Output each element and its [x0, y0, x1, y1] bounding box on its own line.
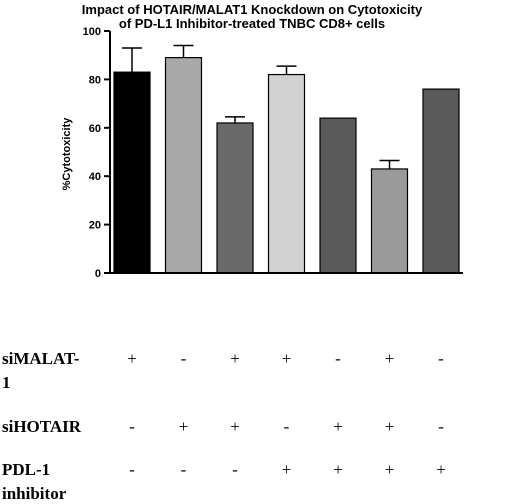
condition-sign: - [438, 349, 444, 368]
bar [113, 71, 151, 274]
condition-sign: + [436, 460, 446, 479]
condition-sign: + [385, 460, 395, 479]
y-tick-label: 100 [83, 26, 101, 38]
condition-sign: + [127, 349, 137, 368]
condition-sign: + [179, 417, 189, 436]
y-tick-label: 80 [89, 74, 101, 86]
condition-sign: + [230, 349, 240, 368]
condition-sign: + [282, 460, 292, 479]
condition-sign: - [438, 417, 444, 436]
condition-label: siMALAT- [2, 349, 80, 368]
condition-label: PDL-1 [2, 460, 50, 479]
bar [216, 122, 254, 274]
condition-sign: - [181, 349, 187, 368]
condition-label: inhibitor [2, 484, 67, 503]
bar [422, 88, 460, 274]
condition-sign: - [181, 460, 187, 479]
y-tick-label: 40 [89, 171, 101, 183]
condition-sign: - [232, 460, 238, 479]
condition-sign: - [129, 460, 135, 479]
bar [164, 57, 203, 274]
chart-title-line: of PD-L1 Inhibitor-treated TNBC CD8+ cel… [119, 16, 385, 31]
condition-sign: + [333, 460, 343, 479]
condition-label: 1 [2, 373, 11, 392]
y-tick-label: 60 [89, 123, 101, 135]
condition-sign: + [385, 349, 395, 368]
chart-title-line: Impact of HOTAIR/MALAT1 Knockdown on Cyt… [82, 2, 423, 17]
y-tick-label: 20 [89, 220, 101, 232]
y-tick-label: 0 [95, 268, 101, 280]
bar [267, 73, 306, 274]
condition-sign: - [129, 417, 135, 436]
bar [370, 168, 409, 274]
condition-sign: + [333, 417, 343, 436]
condition-sign: + [230, 417, 240, 436]
bar [319, 117, 357, 274]
condition-sign: + [282, 349, 292, 368]
y-axis-label: %Cytotoxicity [61, 117, 73, 191]
condition-label: siHOTAIR [2, 417, 82, 436]
condition-sign: - [284, 417, 290, 436]
condition-sign: - [335, 349, 341, 368]
condition-sign: + [385, 417, 395, 436]
